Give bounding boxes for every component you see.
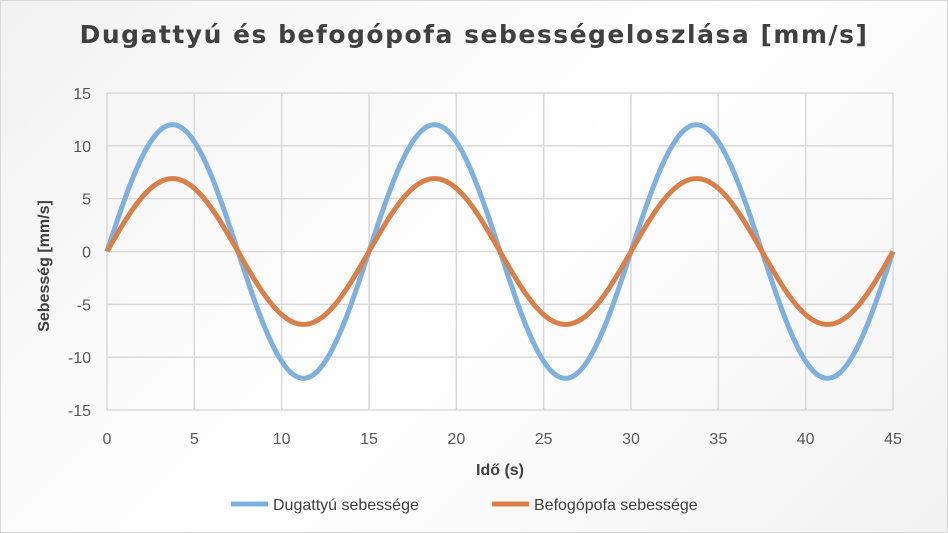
y-axis-ticks: 15 10 5 0 -5 -10 -15 (68, 86, 91, 420)
x-tick-label: 25 (535, 431, 553, 448)
y-tick-label: -10 (68, 350, 91, 367)
x-tick-label: 20 (447, 431, 465, 448)
x-tick-label: 45 (884, 431, 902, 448)
x-tick-label: 40 (797, 431, 815, 448)
y-tick-label: 5 (82, 192, 91, 209)
legend: Dugattyú sebessége Befogópofa sebessége (231, 497, 698, 514)
x-tick-label: 30 (622, 431, 640, 448)
y-axis-title: Sebesség [mm/s] (36, 200, 53, 332)
x-tick-label: 35 (709, 431, 727, 448)
y-tick-label: -15 (68, 403, 91, 420)
x-tick-label: 10 (273, 431, 291, 448)
chart-title: Dugattyú és befogópofa sebességeloszlása… (79, 20, 869, 49)
legend-label-dugattyu: Dugattyú sebessége (273, 497, 419, 514)
series-line-1 (104, 176, 896, 327)
y-tick-label: -5 (77, 297, 91, 314)
legend-label-befogopofa: Befogópofa sebessége (534, 497, 698, 514)
x-tick-label: 0 (103, 431, 112, 448)
y-tick-label: 15 (73, 86, 91, 103)
y-tick-label: 0 (82, 245, 91, 262)
x-axis-ticks: 0 5 10 15 20 25 30 35 40 45 (103, 431, 902, 448)
y-tick-label: 10 (73, 139, 91, 156)
x-tick-label: 15 (360, 431, 378, 448)
x-tick-label: 5 (190, 431, 199, 448)
data-series (104, 122, 896, 381)
x-axis-title: Idő (s) (476, 462, 524, 479)
